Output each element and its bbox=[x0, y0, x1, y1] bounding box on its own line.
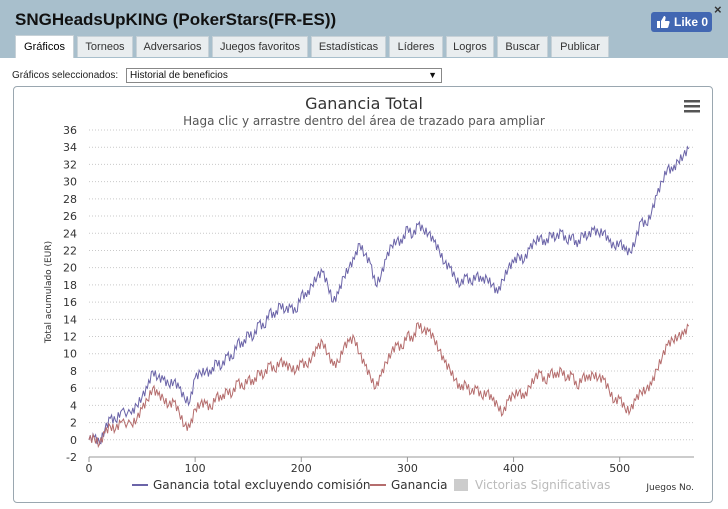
tab-juegos-favoritos[interactable]: Juegos favoritos bbox=[212, 36, 308, 57]
chart-container: Ganancia Total Haga clic y arrastre dent… bbox=[13, 86, 713, 503]
tab-estadisticas[interactable]: Estadísticas bbox=[311, 36, 386, 57]
y-tick-label: 34 bbox=[63, 141, 77, 154]
dropdown-arrow-icon: ▼ bbox=[428, 70, 437, 80]
y-tick-label: 12 bbox=[63, 331, 77, 344]
y-tick-label: 26 bbox=[63, 210, 77, 223]
x-axis-label: Juegos No. bbox=[645, 483, 694, 493]
y-tick-label: 36 bbox=[63, 124, 77, 137]
y-tick-label: 22 bbox=[63, 244, 77, 257]
y-tick-label: 8 bbox=[70, 365, 77, 378]
legend-item[interactable]: Victorias Significativas bbox=[475, 478, 610, 492]
x-tick-label: 500 bbox=[609, 462, 630, 475]
tab-publicar[interactable]: Publicar bbox=[551, 36, 609, 57]
x-tick-label: 300 bbox=[397, 462, 418, 475]
tab-torneos[interactable]: Torneos bbox=[77, 36, 133, 57]
facebook-like-button[interactable]: Like 0 bbox=[651, 12, 712, 32]
y-tick-label: 18 bbox=[63, 279, 77, 292]
x-tick-label: 0 bbox=[86, 462, 93, 475]
x-tick-label: 200 bbox=[291, 462, 312, 475]
y-tick-label: 4 bbox=[70, 399, 77, 412]
grid bbox=[89, 129, 694, 458]
chart-title: Ganancia Total bbox=[305, 94, 423, 113]
like-label: Like 0 bbox=[674, 15, 709, 29]
chart-selector-label: Gráficos seleccionados: bbox=[12, 70, 119, 81]
thumbs-up-icon bbox=[656, 15, 670, 29]
tab-buscar[interactable]: Buscar bbox=[497, 36, 548, 57]
series-line-1 bbox=[88, 322, 690, 449]
tab-graficos[interactable]: Gráficos bbox=[15, 35, 74, 58]
tab-lideres[interactable]: Líderes bbox=[389, 36, 443, 57]
tab-logros[interactable]: Logros bbox=[446, 36, 494, 57]
legend-item[interactable]: Ganancia bbox=[391, 478, 448, 492]
chart-selector-value: Historial de beneficios bbox=[130, 70, 228, 81]
y-axis-label: Total acumulado (EUR) bbox=[44, 241, 54, 344]
y-tick-label: 32 bbox=[63, 158, 77, 171]
y-tick-label: 30 bbox=[63, 176, 77, 189]
line-chart[interactable]: Ganancia Total Haga clic y arrastre dent… bbox=[14, 87, 712, 502]
legend-symbol bbox=[454, 479, 468, 491]
y-tick-label: 24 bbox=[63, 227, 77, 240]
chart-subtitle: Haga clic y arrastre dentro del área de … bbox=[183, 114, 545, 128]
menu-icon[interactable] bbox=[684, 100, 700, 113]
series-layer bbox=[88, 145, 690, 449]
y-tick-label: 10 bbox=[63, 348, 77, 361]
y-tick-label: 28 bbox=[63, 193, 77, 206]
x-tick-label: 100 bbox=[185, 462, 206, 475]
y-tick-label: 14 bbox=[63, 313, 77, 326]
chart-selector[interactable]: Historial de beneficios ▼ bbox=[126, 68, 442, 83]
y-tick-label: 2 bbox=[70, 417, 77, 430]
y-tick-label: 20 bbox=[63, 262, 77, 275]
close-icon[interactable]: × bbox=[714, 2, 722, 17]
legend-item[interactable]: Ganancia total excluyendo comisión bbox=[153, 478, 371, 492]
series-line-0 bbox=[88, 145, 690, 445]
y-tick-label: 6 bbox=[70, 382, 77, 395]
window-title: SNGHeadsUpKING (PokerStars(FR-ES)) bbox=[15, 10, 337, 29]
y-tick-label: 0 bbox=[70, 434, 77, 447]
window-header: SNGHeadsUpKING (PokerStars(FR-ES)) Like … bbox=[0, 0, 728, 58]
tab-adversarios[interactable]: Adversarios bbox=[136, 36, 209, 57]
y-tick-label: 16 bbox=[63, 296, 77, 309]
x-tick-label: 400 bbox=[503, 462, 524, 475]
legend: Ganancia total excluyendo comisión Gananc… bbox=[132, 478, 610, 492]
y-tick-label: -2 bbox=[66, 451, 77, 464]
